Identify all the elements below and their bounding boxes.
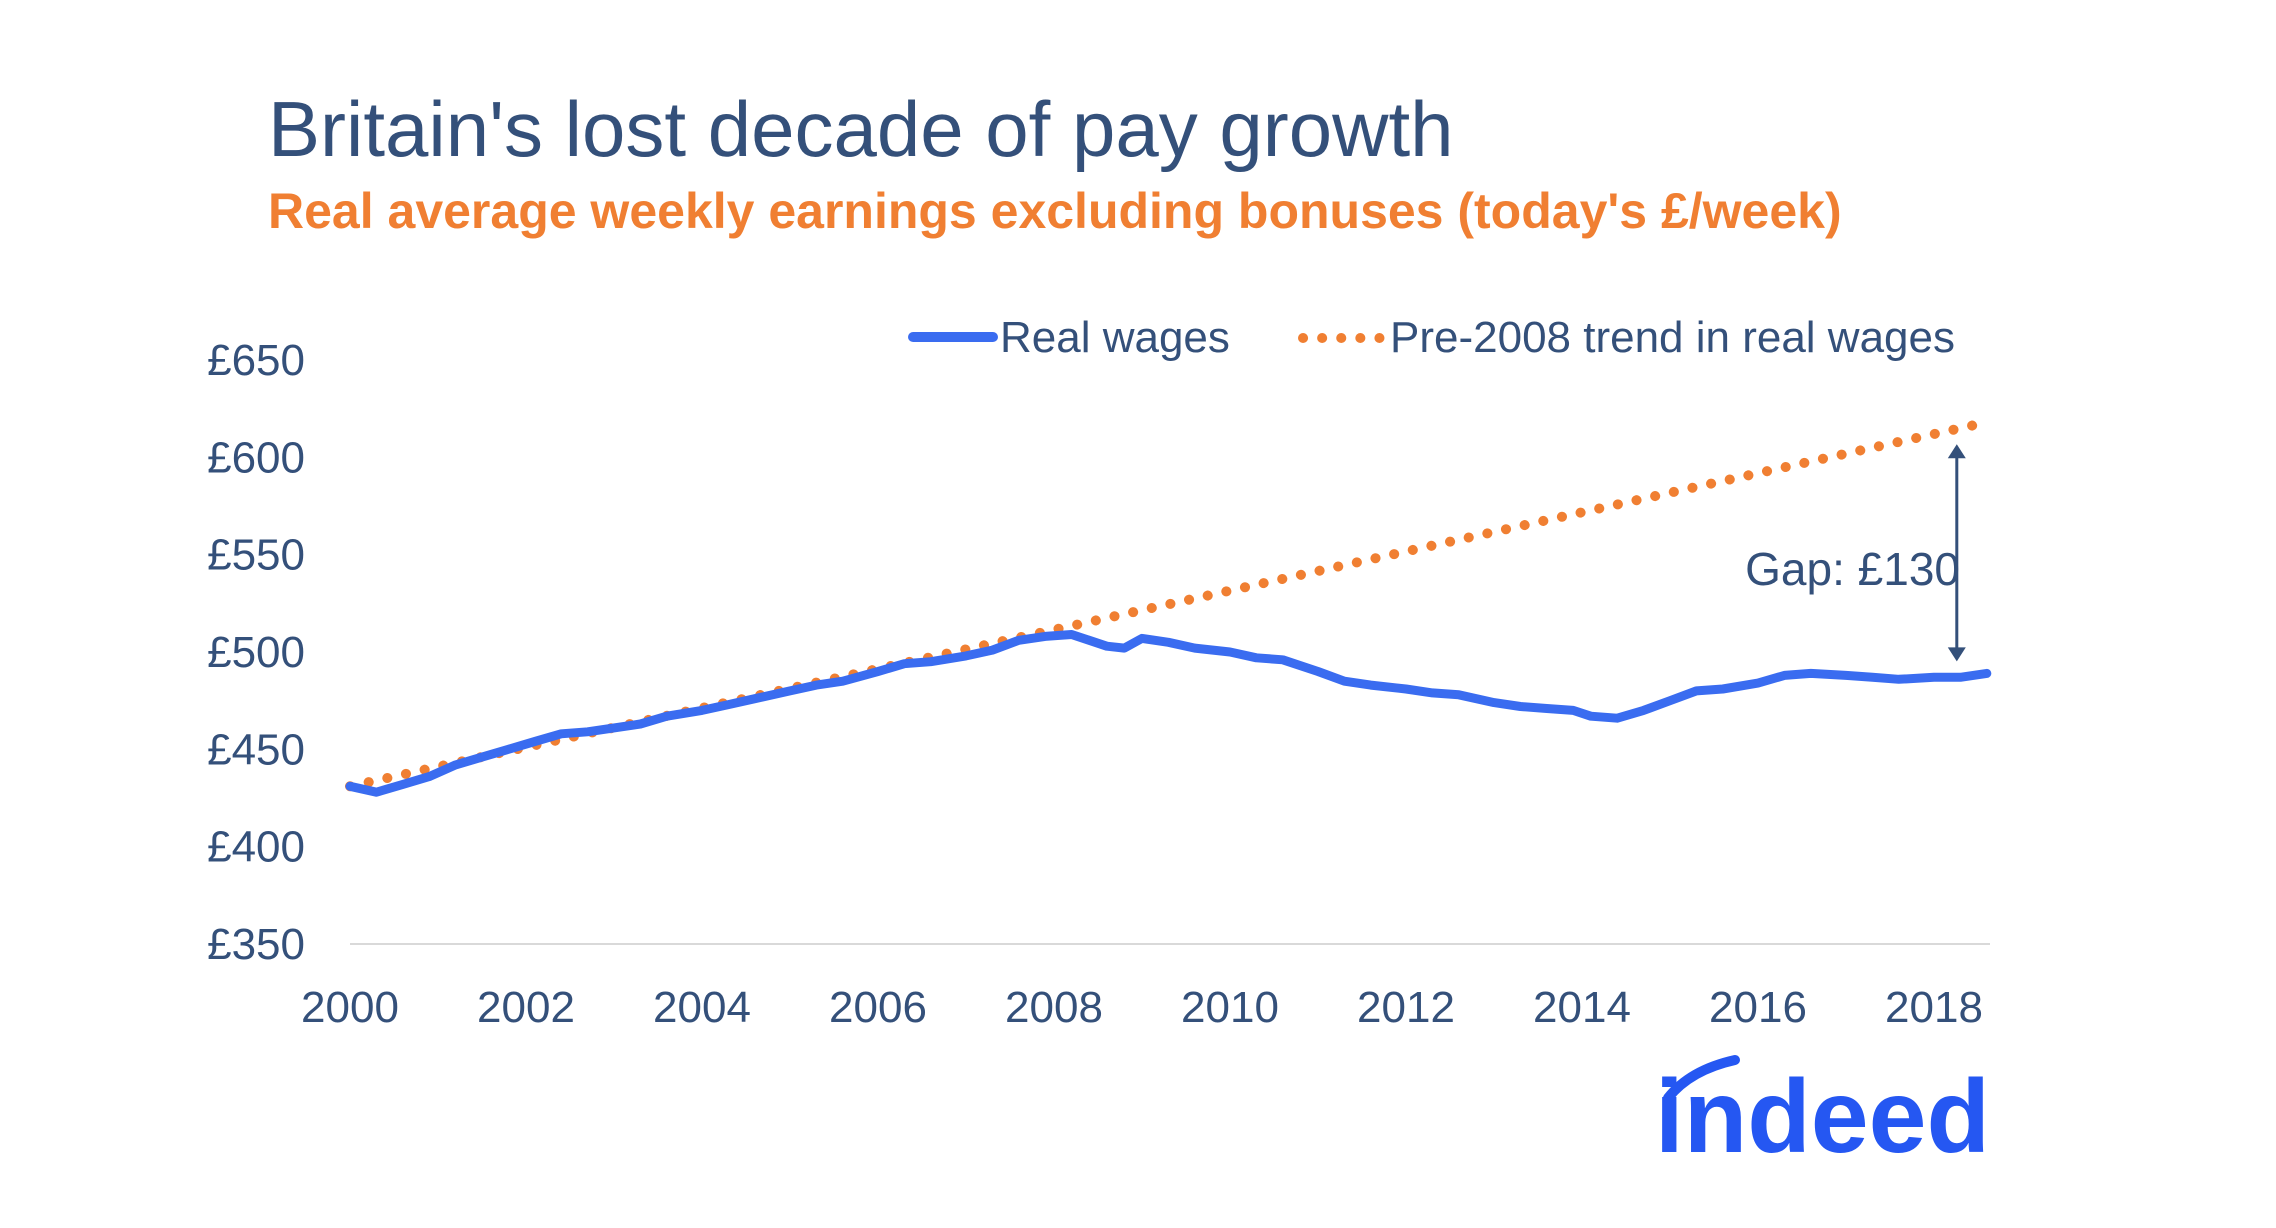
x-tick-label: 2002 [477,983,575,1032]
x-tick-label: 2018 [1885,983,1983,1032]
legend-label-trend: Pre-2008 trend in real wages [1390,313,1955,362]
x-tick-label: 2006 [829,983,927,1032]
x-tick-label: 2010 [1181,983,1279,1032]
y-tick-label: £550 [207,531,305,580]
gap-label: Gap: £130 [1745,543,1960,595]
gap-annotation: Gap: £130 [1745,444,1966,662]
y-tick-label: £600 [207,433,305,482]
real-wages-series-line [345,630,1992,797]
chart-title: Britain's lost decade of pay growth [268,85,1454,173]
x-tick-label: 2012 [1357,983,1455,1032]
y-tick-label: £650 [207,336,305,385]
series-layer [345,417,1992,797]
gap-arrow-up-icon [1947,444,1966,459]
x-tick-label: 2000 [301,983,399,1032]
y-tick-label: £350 [207,920,305,969]
legend-label-real-wages: Real wages [1000,313,1230,362]
x-tick-label: 2016 [1709,983,1807,1032]
y-tick-label: £500 [207,628,305,677]
indeed-logo-swoosh-icon [1663,1055,1740,1103]
legend: Real wages Pre-2008 trend in real wages [908,313,1955,362]
chart-subtitle: Real average weekly earnings excluding b… [268,183,1842,239]
x-tick-label: 2004 [653,983,751,1032]
x-tick-label: 2008 [1005,983,1103,1032]
y-tick-label: £450 [207,725,305,774]
x-axis-ticks: 2000 2002 2004 2006 2008 2010 2012 2014 2016 2018 [301,983,1983,1032]
indeed-logo: indeed [1655,1059,1990,1175]
x-tick-label: 2014 [1533,983,1631,1032]
y-tick-label: £400 [207,823,305,872]
y-axis-ticks: £350 £400 £450 £500 £550 £600 £650 [207,336,305,969]
trend-series-line [345,417,1992,792]
gap-arrow-down-icon [1947,647,1966,662]
